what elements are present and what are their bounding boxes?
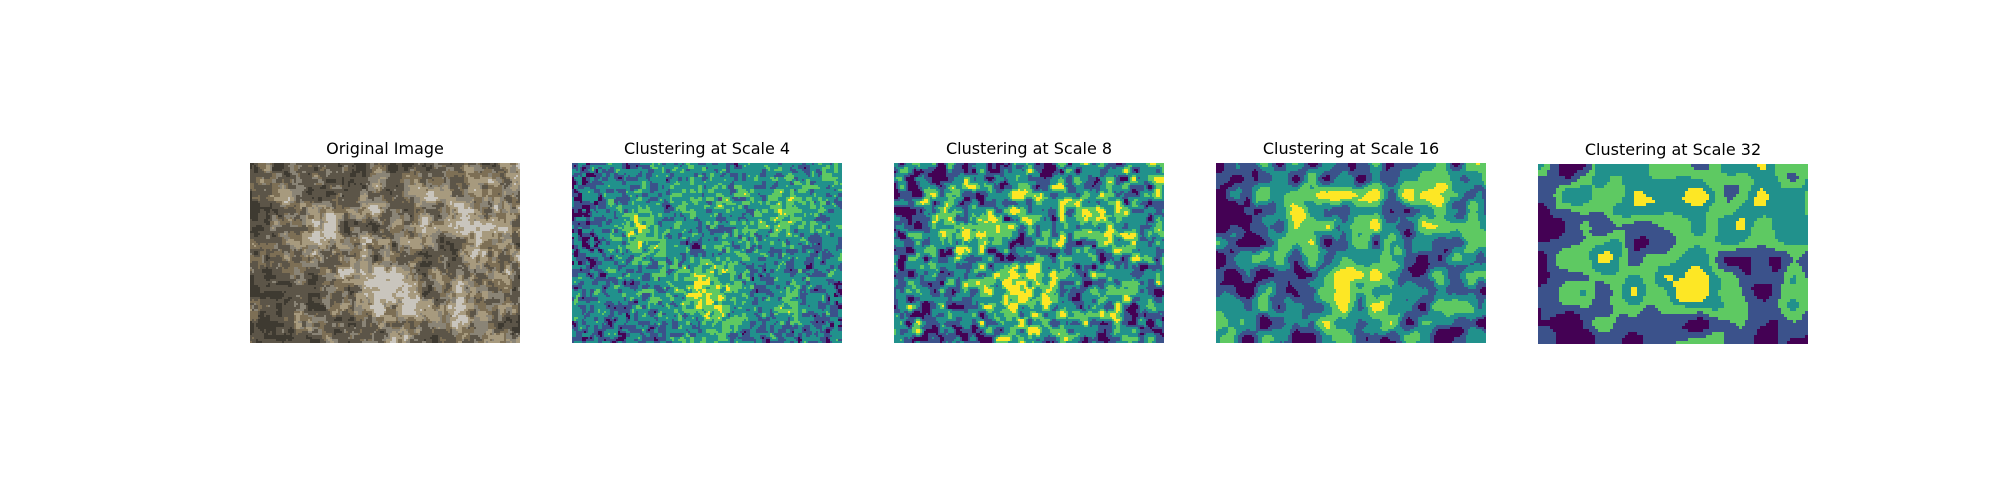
panel-title: Original Image — [326, 139, 444, 158]
panel-clustering-scale-4: Clustering at Scale 4 — [572, 0, 842, 500]
panel-original-image: Original Image — [250, 0, 520, 500]
panel-title: Clustering at Scale 32 — [1584, 140, 1762, 159]
original-image — [250, 163, 520, 343]
panel-clustering-scale-8: Clustering at Scale 8 — [894, 0, 1164, 500]
panel-clustering-scale-32: Clustering at Scale 32 — [1538, 0, 1808, 500]
cluster-map-scale-32 — [1538, 164, 1808, 344]
panel-title: Clustering at Scale 16 — [1262, 139, 1440, 158]
cluster-map-scale-4 — [572, 163, 842, 343]
panel-clustering-scale-16: Clustering at Scale 16 — [1216, 0, 1486, 500]
panel-title: Clustering at Scale 4 — [623, 139, 791, 158]
cluster-map-scale-8 — [894, 163, 1164, 343]
panel-title: Clustering at Scale 8 — [945, 139, 1113, 158]
cluster-map-scale-16 — [1216, 163, 1486, 343]
